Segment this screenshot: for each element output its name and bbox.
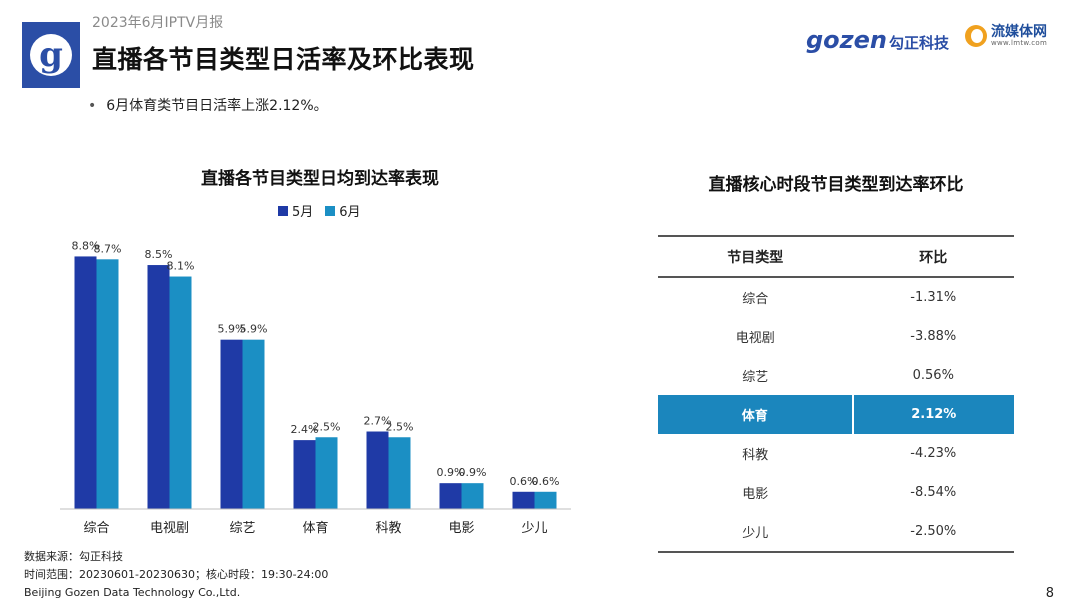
- bar-june: [169, 276, 192, 509]
- table-cell-type: 体育: [658, 395, 854, 434]
- table-header-type: 节目类型: [658, 235, 853, 278]
- legend-label-june: 6月: [339, 205, 361, 220]
- data-label-june: 2.5%: [386, 420, 414, 433]
- data-label-may: 0.6%: [510, 475, 538, 488]
- table-cell-type: 综艺: [742, 370, 769, 385]
- data-label-june: 5.9%: [240, 323, 268, 336]
- data-label-june: 0.6%: [532, 475, 560, 488]
- bar-may: [220, 339, 243, 509]
- data-label-june: 0.9%: [459, 466, 487, 479]
- footer-range: 时间范围：20230601-20230630；核心时段：19:30-24:00: [24, 568, 329, 581]
- lmtw-brand-cn: 流媒体网: [991, 24, 1047, 40]
- bar-may: [366, 431, 389, 509]
- x-tick-label: 少儿: [521, 521, 547, 536]
- data-label-may: 8.5%: [145, 248, 173, 261]
- gozen-brand-wordmark: gozen: [806, 26, 887, 54]
- gozen-brand: gozen 勾正科技: [806, 26, 949, 54]
- report-label: 2023年6月IPTV月报: [92, 15, 224, 31]
- bar-june: [315, 437, 338, 509]
- summary-bullet-text: 6月体育类节目日活率上涨2.12%。: [106, 98, 328, 114]
- gozen-brand-cn: 勾正科技: [889, 34, 950, 52]
- x-tick-label: 电影: [448, 521, 474, 536]
- bar-may: [293, 440, 316, 509]
- lmtw-brand-url: www.lmtw.com: [991, 38, 1048, 47]
- footer-source: 数据来源：勾正科技: [24, 550, 123, 563]
- bar-june: [388, 437, 411, 509]
- data-label-june: 2.5%: [313, 420, 341, 433]
- summary-bullet: • 6月体育类节目日活率上涨2.12%。: [88, 95, 328, 115]
- data-label-may: 5.9%: [218, 323, 246, 336]
- table-cell-mom: -4.23%: [910, 446, 957, 461]
- table-header-row: 节目类型 环比: [658, 235, 1014, 278]
- bar-june: [534, 491, 557, 509]
- table-cell-mom: 2.12%: [852, 395, 1014, 434]
- page-number: 8: [1045, 586, 1054, 601]
- x-tick-label: 科教: [375, 520, 401, 536]
- legend-swatch-june: [325, 205, 336, 216]
- table-cell-mom: 0.56%: [912, 368, 954, 383]
- x-tick-label: 体育: [302, 520, 328, 536]
- bar-may: [147, 265, 170, 509]
- bar-chart: 8.8%8.7%综合8.5%8.1%电视剧5.9%5.9%综艺2.4%2.5%体…: [60, 239, 571, 536]
- data-label-may: 8.8%: [72, 239, 100, 252]
- chart-legend: 5月 6月: [278, 201, 373, 220]
- bar-may: [74, 256, 97, 509]
- table-cell-type: 综合: [742, 292, 769, 307]
- data-label-june: 8.1%: [167, 260, 195, 273]
- lmtw-brand: 流媒体网 www.lmtw.com: [965, 24, 1048, 48]
- table-row: 电视剧 -3.88%: [658, 317, 1014, 356]
- table-cell-mom: -3.88%: [910, 329, 957, 344]
- bar-may: [439, 483, 462, 509]
- footer-company: Beijing Gozen Data Technology Co.,Ltd.: [24, 586, 241, 599]
- legend-item-may: 5月: [278, 201, 313, 220]
- footer-notes: 数据来源：勾正科技 时间范围：20230601-20230630；核心时段：19…: [24, 548, 328, 602]
- bar-june: [242, 339, 265, 509]
- table-row-highlighted: 体育 2.12%: [658, 395, 1014, 434]
- table-cell-mom: -2.50%: [852, 512, 1014, 553]
- table-cell-type: 电影: [742, 487, 769, 502]
- bar-may: [512, 491, 535, 509]
- table-cell-type: 电视剧: [735, 331, 775, 346]
- table-title: 直播核心时段节目类型到达率环比: [708, 175, 964, 195]
- bar-june: [96, 259, 119, 509]
- data-label-may: 2.4%: [291, 423, 319, 436]
- table-row: 综艺 0.56%: [658, 356, 1014, 395]
- table-header-mom: 环比: [852, 235, 1014, 278]
- x-tick-label: 电视剧: [150, 521, 189, 536]
- page-title: 直播各节目类型日活率及环比表现: [92, 45, 475, 74]
- table-row: 电影 -8.54%: [658, 473, 1014, 512]
- table-cell-type: 科教: [742, 448, 769, 463]
- chart-title: 直播各节目类型日均到达率表现: [201, 169, 439, 189]
- data-label-may: 0.9%: [437, 466, 465, 479]
- x-tick-label: 综艺: [229, 521, 255, 536]
- data-label-june: 8.7%: [94, 242, 122, 255]
- table-row: 综合 -1.31%: [658, 277, 1014, 317]
- table-cell-mom: -8.54%: [910, 485, 957, 500]
- x-tick-label: 综合: [83, 521, 109, 536]
- table-cell-mom: -1.31%: [910, 290, 957, 305]
- legend-item-june: 6月: [325, 201, 361, 220]
- table-row: 科教 -4.23%: [658, 434, 1014, 473]
- gozen-logo-block: g: [22, 22, 80, 88]
- bar-june: [461, 483, 484, 509]
- table-cell-type: 少儿: [658, 512, 853, 553]
- mom-table: 节目类型 环比 综合 -1.31% 电视剧 -3.88% 综艺 0.56% 体育 2.1…: [658, 235, 1014, 553]
- data-label-may: 2.7%: [364, 415, 392, 428]
- gozen-logo-icon: g: [30, 34, 72, 76]
- lmtw-logo-icon: [965, 25, 987, 48]
- bullet-dot-icon: •: [88, 98, 97, 114]
- legend-swatch-may: [278, 205, 288, 216]
- table-row: 少儿 -2.50%: [658, 512, 1014, 553]
- legend-label-may: 5月: [292, 205, 314, 220]
